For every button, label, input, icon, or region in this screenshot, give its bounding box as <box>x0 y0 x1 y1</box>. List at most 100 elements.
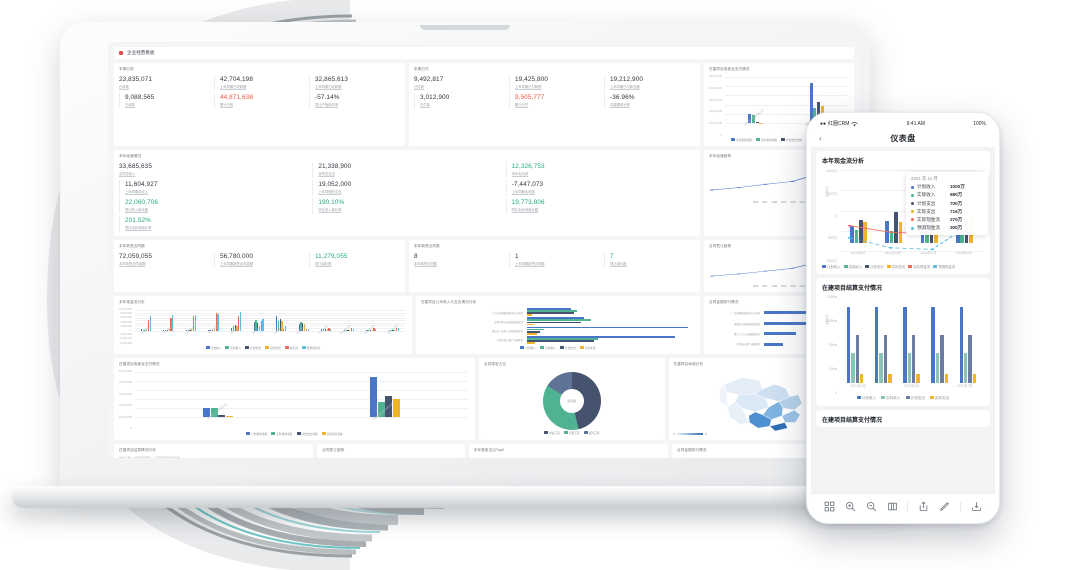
bar[interactable] <box>527 312 575 314</box>
back-icon[interactable]: ‹ <box>819 134 822 143</box>
bar[interactable] <box>764 321 807 325</box>
cashflow-chart[interactable]: 10,000,000 8,000,000 6,000,000 4,000,000 2,0… <box>119 308 407 345</box>
bar[interactable] <box>277 321 280 331</box>
bar[interactable] <box>925 230 929 243</box>
legend-item[interactable]: 实际收入 <box>843 264 862 269</box>
bar[interactable] <box>748 114 752 123</box>
bar[interactable] <box>304 324 306 331</box>
bar[interactable] <box>963 352 968 383</box>
bar[interactable] <box>527 342 536 344</box>
legend-item[interactable]: 计划支出金额 <box>781 138 802 142</box>
bar[interactable] <box>307 328 309 331</box>
bar[interactable] <box>255 320 257 331</box>
region-map[interactable] <box>674 370 850 432</box>
bar[interactable] <box>931 306 935 383</box>
bar[interactable] <box>527 317 585 319</box>
legend-item[interactable]: 实际现金流 <box>908 264 930 269</box>
bar[interactable] <box>258 325 261 331</box>
share-icon[interactable] <box>918 501 929 512</box>
bar[interactable] <box>846 306 851 383</box>
project-cost-chart[interactable]: 广州市花都新城商务中心项目 深圳市南山科技园改造项目 佛山市三水区工业园建设项目 东莞… <box>421 308 695 345</box>
bar[interactable] <box>347 330 349 331</box>
bar[interactable] <box>300 322 302 331</box>
bar[interactable] <box>817 101 821 123</box>
bar[interactable] <box>527 333 538 335</box>
legend-item[interactable]: 计划支出 <box>905 396 925 401</box>
bar[interactable] <box>321 329 323 331</box>
bar[interactable] <box>234 324 236 331</box>
bar[interactable] <box>165 329 167 331</box>
download-icon[interactable] <box>971 501 982 512</box>
phone-settlement-chart[interactable]: 1500w 1000w 500w 100w 0 金额(元) 2021年1月 2021年4月 20… <box>822 295 984 395</box>
bar[interactable] <box>149 316 151 331</box>
bar[interactable] <box>253 321 255 331</box>
bar[interactable] <box>527 336 675 338</box>
bar[interactable] <box>850 225 854 243</box>
bar[interactable] <box>527 308 571 310</box>
bar[interactable] <box>192 315 195 331</box>
bar[interactable] <box>168 329 170 331</box>
bar[interactable] <box>185 329 188 331</box>
bar[interactable] <box>527 314 533 316</box>
bar[interactable] <box>144 329 146 331</box>
legend-item[interactable]: 计划支出 <box>865 264 884 269</box>
bar[interactable] <box>285 325 287 331</box>
bar[interactable] <box>279 319 281 331</box>
bar[interactable] <box>330 328 332 331</box>
edit-icon[interactable] <box>939 501 950 512</box>
phone-cashflow-chart[interactable]: 1000万 500万 0 -500万 -1000万 金额(元) 2021年9月 2021年10… <box>822 168 988 263</box>
bar[interactable] <box>210 408 218 417</box>
bar[interactable] <box>916 374 920 383</box>
bar[interactable] <box>751 114 755 123</box>
bar[interactable] <box>140 329 142 331</box>
bar[interactable] <box>859 374 864 383</box>
bar[interactable] <box>883 335 888 383</box>
bar[interactable] <box>208 329 210 331</box>
bar[interactable] <box>959 306 963 383</box>
zoom-in-icon[interactable] <box>845 501 856 512</box>
legend-item[interactable]: 市政工程 <box>544 430 560 435</box>
line-svg[interactable] <box>322 456 460 459</box>
legend-item[interactable]: 装饰工程 <box>583 430 599 435</box>
legend-item[interactable]: 实际收入 <box>540 345 556 350</box>
bar[interactable] <box>527 330 541 333</box>
bar[interactable] <box>215 313 217 331</box>
bar[interactable] <box>328 328 330 331</box>
bar[interactable] <box>281 320 283 331</box>
bar[interactable] <box>146 329 148 331</box>
bar[interactable] <box>191 329 193 331</box>
legend-item[interactable]: 实际收入 <box>881 396 901 401</box>
bar[interactable] <box>343 329 345 331</box>
bar[interactable] <box>863 222 867 243</box>
payable-rank-chart[interactable]: 广州花都新城商务中心项目部深圳南山科技园改造项目部佛山三水工业园建设项目部东莞松… <box>474 456 663 459</box>
legend-item[interactable]: 预测现金流 <box>933 264 955 269</box>
bar[interactable] <box>163 329 165 331</box>
bar[interactable] <box>302 322 304 331</box>
bar[interactable] <box>764 310 846 315</box>
bar[interactable] <box>305 328 307 331</box>
legend-item[interactable]: 计划收入 <box>856 396 876 401</box>
bar[interactable] <box>323 329 325 331</box>
bar[interactable] <box>854 230 859 243</box>
bar[interactable] <box>527 323 534 326</box>
type-share-donut[interactable]: 合同额 <box>542 371 601 430</box>
legend-item[interactable]: 实际支出 <box>579 345 595 350</box>
legend-item[interactable]: 实际支出金额 <box>321 431 343 436</box>
bar[interactable] <box>147 319 150 331</box>
bar[interactable] <box>298 323 300 331</box>
bar[interactable] <box>217 314 219 331</box>
zoom-out-icon[interactable] <box>866 501 877 512</box>
bar[interactable] <box>527 319 591 322</box>
bar[interactable] <box>142 329 144 331</box>
bar[interactable] <box>350 328 353 331</box>
bar[interactable] <box>373 328 375 331</box>
bar[interactable] <box>262 318 264 331</box>
bar[interactable] <box>894 211 898 243</box>
settlement-big-chart[interactable]: 50,000,000 40,000,000 30,000,000 20,000,000… <box>119 370 470 431</box>
bar[interactable] <box>276 316 278 331</box>
bar[interactable] <box>755 121 759 123</box>
bar[interactable] <box>238 316 240 331</box>
bar[interactable] <box>218 415 226 417</box>
bar[interactable] <box>944 374 948 383</box>
